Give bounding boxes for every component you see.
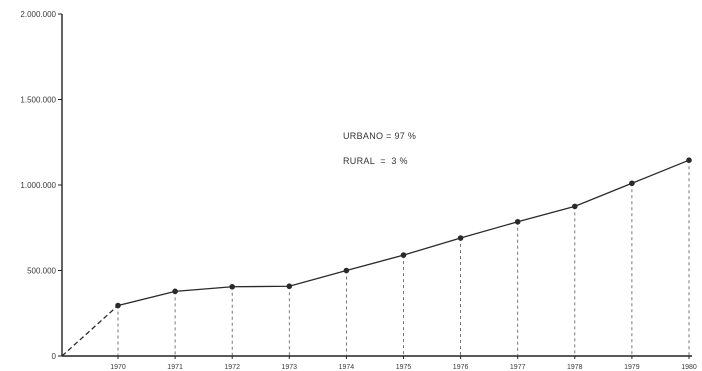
series-urban-population: [61, 157, 692, 357]
annotation-box: URBANO = 97 % RURAL = 3 %: [343, 131, 416, 166]
x-tick-label: 1975: [396, 364, 412, 371]
y-tick-label: 0: [52, 352, 57, 361]
x-tick-label: 1978: [567, 364, 583, 371]
series-line: [117, 159, 690, 307]
data-point: [172, 288, 178, 295]
data-point: [686, 157, 692, 164]
data-point: [229, 283, 235, 290]
data-point: [400, 252, 407, 258]
series-line-extrapolated: [61, 305, 119, 357]
data-point: [457, 235, 464, 241]
data-point: [629, 180, 635, 187]
annotation-urbano: URBANO = 97 %: [343, 131, 416, 141]
x-axis: 1970 1971 1972 1973 1974 1975 1976 1977 1978 1979…: [62, 355, 697, 371]
data-point: [343, 267, 350, 274]
y-tick-label: 2.000.000: [20, 10, 56, 19]
x-tick-label: 1980: [681, 364, 697, 371]
x-tick-label: 1972: [224, 364, 240, 371]
x-tick-label: 1974: [339, 364, 355, 371]
x-tick-label: 1970: [110, 364, 126, 371]
y-axis: 0 500.000 1.000.000 1.500.000 2.000.000: [20, 10, 63, 361]
data-point: [115, 302, 121, 309]
y-tick-label: 1.000.000: [20, 181, 56, 190]
data-point: [286, 283, 293, 290]
data-point: [572, 203, 578, 210]
drop-lines: [117, 160, 690, 356]
x-tick-label: 1976: [453, 364, 469, 371]
x-tick-label: 1977: [510, 364, 526, 371]
x-tick-label: 1971: [167, 364, 183, 371]
x-tick-label: 1973: [282, 364, 298, 371]
y-tick-label: 500.000: [27, 267, 56, 276]
data-point: [514, 218, 521, 225]
x-tick-label: 1979: [624, 364, 640, 371]
y-tick-label: 1.500.000: [20, 96, 56, 105]
annotation-rural: RURAL = 3 %: [343, 156, 408, 166]
